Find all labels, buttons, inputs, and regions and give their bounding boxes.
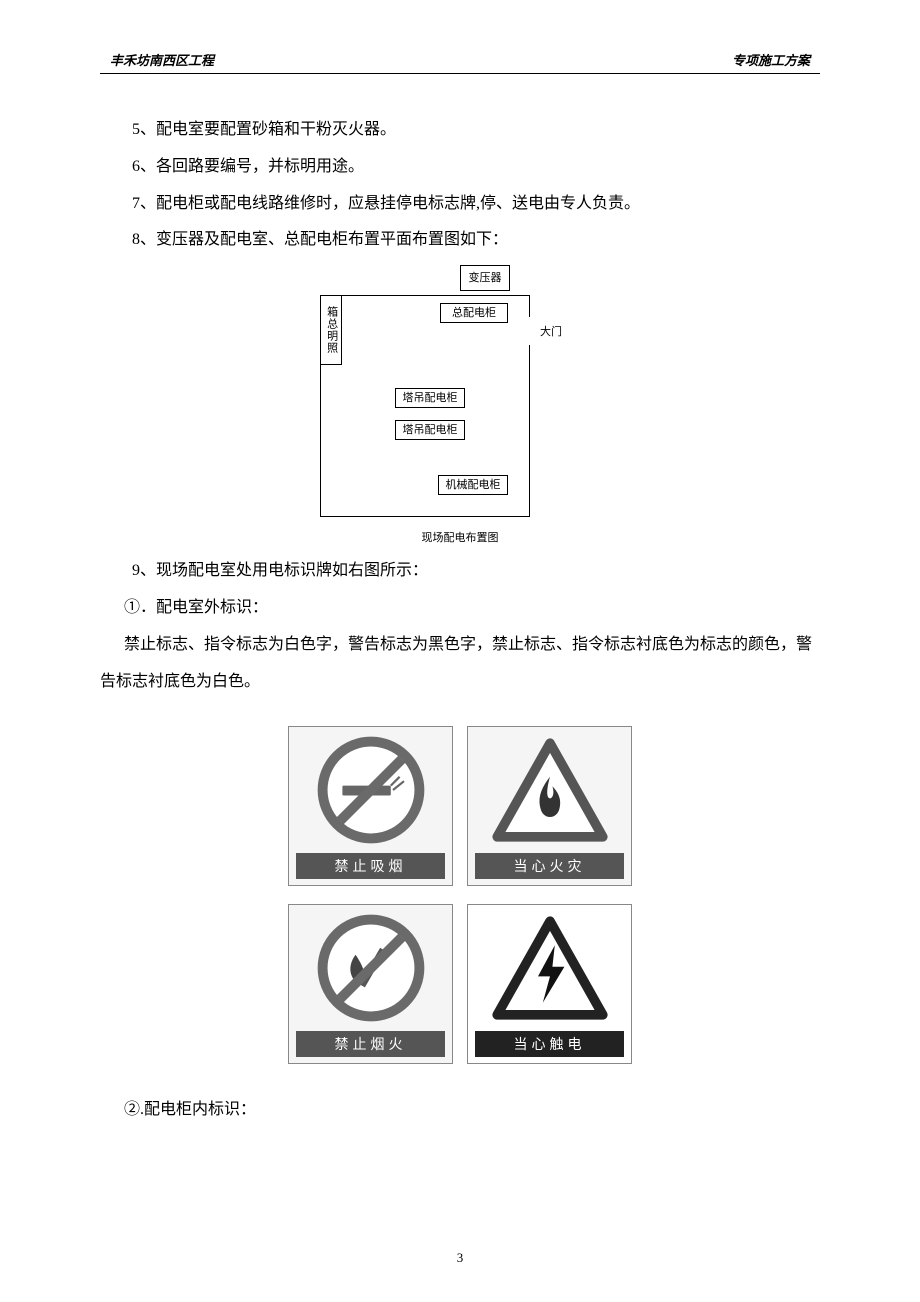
sign-no-fire: 禁止烟火 — [288, 904, 453, 1064]
para-6: 6、各回路要编号，并标明用途。 — [100, 149, 820, 186]
gate-opening — [529, 317, 532, 345]
sign-shock-warning: 当心触电 — [467, 904, 632, 1064]
crane-cabinet-1: 塔吊配电柜 — [395, 388, 465, 408]
para-8: 8、变压器及配电室、总配电柜布置平面布置图如下： — [100, 222, 820, 259]
safety-signs: 禁止吸烟 当心火灾 禁止烟火 — [100, 726, 820, 1064]
para-9a: ①．配电室外标识： — [100, 590, 820, 627]
layout-diagram: 变压器 总配电柜 箱总明照 大门 塔吊配电柜 塔吊配电柜 机械配电柜 现场配电布… — [300, 265, 620, 545]
no-fire-icon — [289, 905, 452, 1031]
para-9c: ②.配电柜内标识： — [100, 1092, 820, 1129]
main-cabinet-label: 总配电柜 — [452, 307, 496, 320]
sign-fire-warning: 当心火灾 — [467, 726, 632, 886]
layout-diagram-wrap: 变压器 总配电柜 箱总明照 大门 塔吊配电柜 塔吊配电柜 机械配电柜 现场配电布… — [100, 265, 820, 545]
sign-fire-warning-label: 当心火灾 — [475, 853, 625, 879]
no-smoking-icon — [289, 727, 452, 853]
machine-label: 机械配电柜 — [446, 479, 501, 492]
fire-warning-icon — [468, 727, 631, 853]
transformer-label: 变压器 — [469, 272, 502, 285]
crane-cabinet-2: 塔吊配电柜 — [395, 420, 465, 440]
header-left: 丰禾坊南西区工程 — [110, 50, 214, 69]
para-9: 9、现场配电室处用电标识牌如右图所示： — [100, 553, 820, 590]
sign-no-fire-label: 禁止烟火 — [296, 1031, 446, 1057]
lighting-box-label: 箱总明照 — [324, 306, 337, 354]
page-header: 丰禾坊南西区工程 专项施工方案 — [100, 50, 820, 74]
main-cabinet-box: 总配电柜 — [440, 303, 508, 323]
crane2-label: 塔吊配电柜 — [403, 424, 458, 437]
page-number: 3 — [0, 1250, 920, 1266]
transformer-box: 变压器 — [460, 265, 510, 291]
crane1-label: 塔吊配电柜 — [403, 392, 458, 405]
diagram-caption: 现场配电布置图 — [300, 529, 620, 545]
para-5: 5、配电室要配置砂箱和干粉灭火器。 — [100, 112, 820, 149]
gate-label: 大门 — [540, 323, 562, 339]
header-right: 专项施工方案 — [732, 50, 810, 69]
sign-shock-warning-label: 当心触电 — [475, 1031, 625, 1057]
sign-no-smoking-label: 禁止吸烟 — [296, 853, 446, 879]
machine-cabinet: 机械配电柜 — [438, 475, 508, 495]
sign-no-smoking: 禁止吸烟 — [288, 726, 453, 886]
para-7: 7、配电柜或配电线路维修时，应悬挂停电标志牌,停、送电由专人负责。 — [100, 186, 820, 223]
lighting-box: 箱总明照 — [320, 295, 342, 365]
shock-warning-icon — [468, 905, 631, 1031]
para-9b: 禁止标志、指令标志为白色字，警告标志为黑色字，禁止标志、指令标志衬底色为标志的颜… — [100, 627, 820, 701]
